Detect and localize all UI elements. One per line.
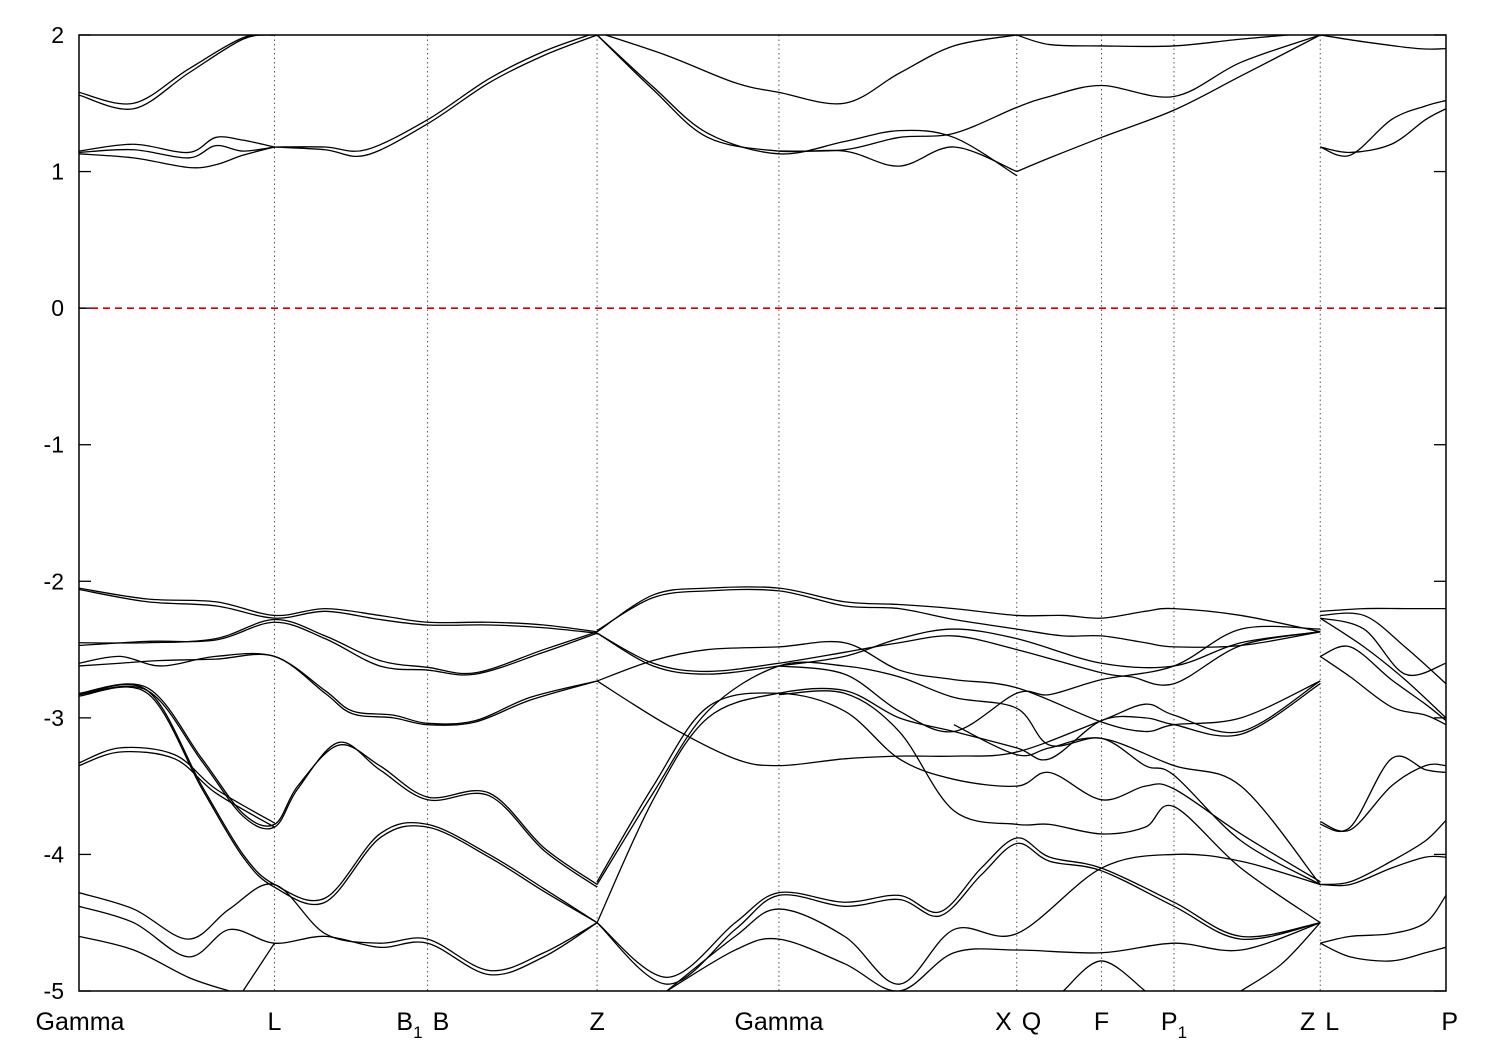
kpoint-label: X [995, 1008, 1012, 1036]
band-line-27 [79, 746, 275, 824]
band-line-31 [242, 942, 276, 991]
kpoint-label: B [433, 1008, 450, 1036]
kpoint-label: Gamma [734, 1008, 823, 1036]
band-line-44 [596, 837, 1321, 978]
band-line-53 [1319, 617, 1446, 719]
kpoint-label: P [1441, 1008, 1458, 1036]
kpoint-label: Gamma [36, 1008, 125, 1036]
y-tick-label: -2 [44, 568, 64, 594]
band-line-51 [1320, 607, 1446, 612]
band-line-30 [79, 935, 230, 991]
band-line-15 [1320, 35, 1446, 50]
band-line-57 [1319, 763, 1446, 832]
band-line-59 [1320, 855, 1446, 887]
band-line-21 [79, 653, 598, 726]
band-line-39 [596, 661, 1321, 886]
kpoint-label: P1 [1161, 1008, 1187, 1042]
band-line-2 [79, 136, 275, 154]
band-line-37 [596, 680, 1321, 767]
band-line-4 [79, 146, 275, 169]
band-line-3 [79, 144, 275, 159]
band-line-11 [1016, 35, 1321, 173]
band-line-43 [953, 724, 1321, 885]
band-line-22 [79, 683, 598, 886]
band-line-42 [778, 690, 1321, 924]
band-line-16 [79, 587, 598, 633]
band-line-10 [778, 35, 1321, 152]
kpoint-label: F [1094, 1008, 1109, 1036]
band-line-33 [596, 588, 1321, 648]
band-line-1 [79, 35, 275, 110]
band-line-35 [596, 631, 1321, 686]
band-line-29 [79, 905, 598, 976]
band-line-38 [596, 683, 1321, 923]
y-tick-label: -1 [44, 432, 64, 458]
band-line-50 [1320, 612, 1446, 685]
band-line-48 [1240, 922, 1321, 991]
band-line-47 [666, 922, 1321, 991]
y-axis-ticks: 2 1 0 -1 -2 -3 -4 -5 [44, 22, 1446, 1004]
band-line-23 [79, 685, 598, 888]
band-line-45 [596, 842, 1321, 985]
band-line-32 [596, 586, 1321, 633]
y-tick-label: 0 [51, 295, 64, 321]
band-line-12 [1016, 35, 1296, 48]
band-line-34 [596, 628, 1321, 675]
kpoint-label: B1 [396, 1008, 422, 1042]
band-line-0 [79, 35, 275, 105]
band-line-9 [603, 35, 1017, 105]
band-line-5 [274, 35, 598, 157]
band-series-group [79, 35, 1446, 991]
band-line-24 [79, 684, 598, 924]
kpoint-label: L [1325, 1008, 1339, 1036]
band-line-28 [79, 883, 598, 972]
band-line-8 [596, 35, 1018, 177]
high-symmetry-gridlines [273, 35, 1321, 991]
kpoint-label: L [268, 1008, 282, 1036]
band-line-19 [79, 621, 598, 676]
band-line-46 [666, 853, 1321, 991]
y-tick-label: 2 [51, 22, 64, 48]
band-line-49 [1062, 960, 1146, 991]
x-axis-kpoint-labels: Gamma L B1 B Z Gamma X Q F P1 Z L P [36, 1008, 1458, 1042]
band-line-17 [79, 588, 598, 634]
band-line-26 [79, 750, 275, 828]
kpoint-label: Z [1300, 1008, 1315, 1036]
band-line-58 [1320, 819, 1446, 886]
band-line-18 [79, 618, 598, 675]
band-line-55 [1319, 655, 1446, 726]
kpoint-label: Q [1022, 1008, 1041, 1036]
band-line-20 [79, 652, 598, 725]
band-line-25 [79, 686, 598, 924]
band-line-13 [1320, 99, 1446, 157]
band-line-54 [1319, 645, 1446, 722]
y-tick-label: 1 [51, 159, 64, 185]
band-line-40 [596, 692, 1321, 883]
y-tick-label: -5 [44, 978, 64, 1004]
band-line-14 [1320, 108, 1446, 154]
plot-frame [78, 34, 1447, 992]
band-line-36 [596, 640, 1321, 733]
y-tick-label: -4 [44, 841, 65, 867]
band-line-6 [274, 35, 592, 152]
band-line-60 [1320, 895, 1446, 944]
kpoint-label: Z [589, 1008, 604, 1036]
band-line-61 [1319, 942, 1446, 962]
band-line-52 [1320, 617, 1446, 677]
band-line-41 [778, 625, 1321, 733]
y-tick-label: -3 [44, 705, 64, 731]
